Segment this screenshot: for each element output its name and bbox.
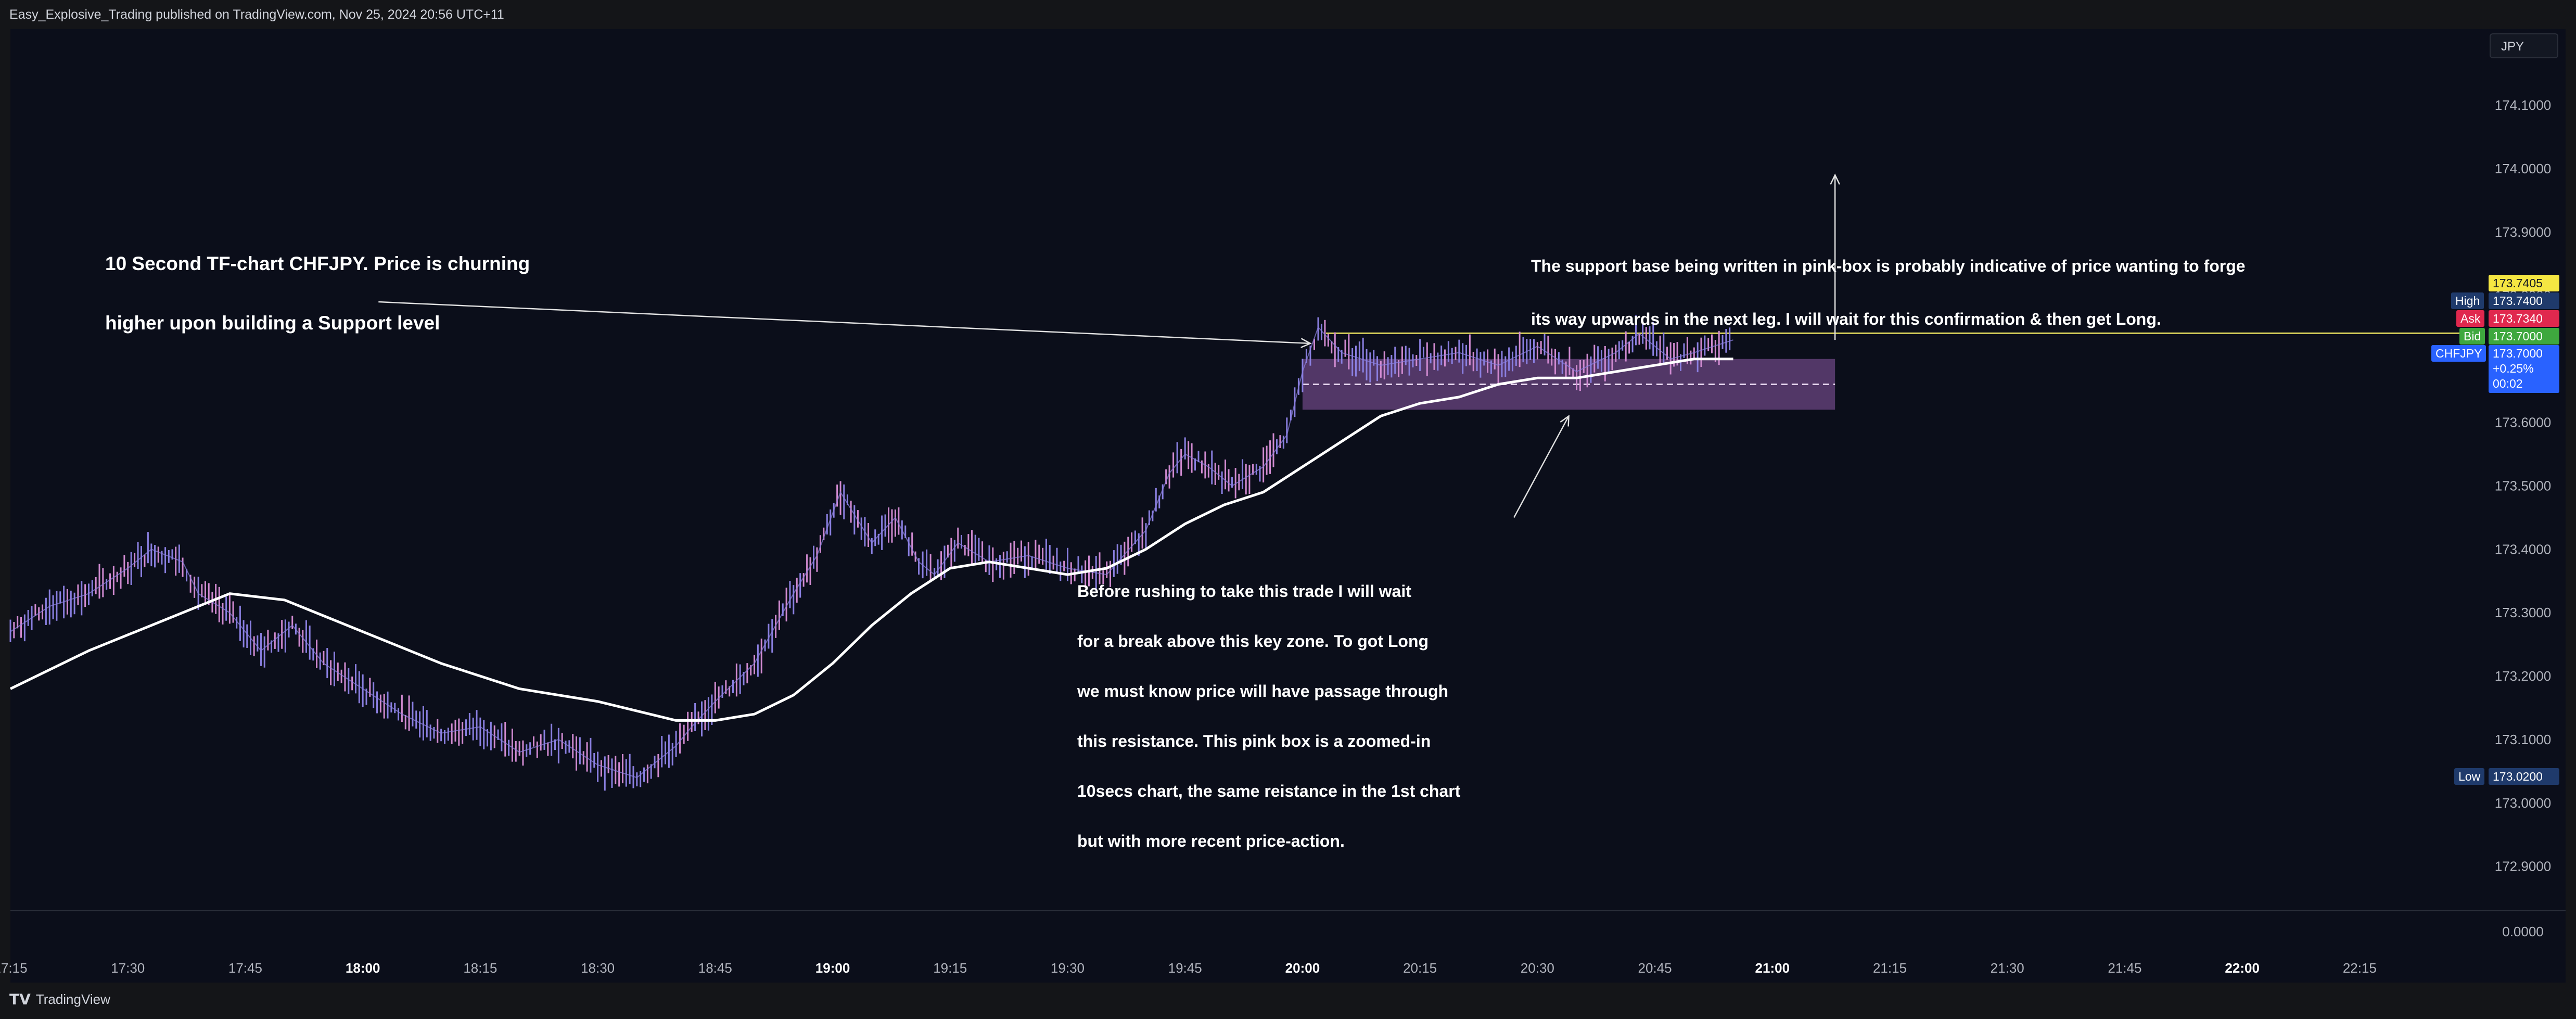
x-tick-label: 19:45	[1168, 960, 1202, 976]
annotation-arrow	[378, 301, 1312, 348]
annotation-bottom: Before rushing to take this trade I will…	[1077, 550, 1460, 866]
symbol-tag: CHFJPY	[2431, 345, 2486, 362]
x-tick-label: 22:15	[2343, 960, 2377, 976]
annotation-top-left: 10 Second TF-chart CHFJPY. Price is chur…	[105, 214, 530, 353]
annotation-line: this resistance. This pink box is a zoom…	[1077, 732, 1431, 750]
high-label-tag: High	[2451, 292, 2484, 309]
publish-info: Easy_Explosive_Trading published on Trad…	[9, 7, 504, 22]
x-tick-label: 17:30	[111, 960, 145, 976]
x-tick-label: 20:45	[1638, 960, 1672, 976]
annotation-line: 10 Second TF-chart CHFJPY. Price is chur…	[105, 253, 530, 274]
tradingview-logo[interactable]: 𝗧𝗩 TradingView	[9, 991, 110, 1008]
x-tick-label: 18:45	[698, 960, 732, 976]
x-tick-label: 18:15	[463, 960, 497, 976]
bid-label-tag: Bid	[2459, 328, 2485, 345]
ask-value-tag: 173.7340	[2489, 310, 2559, 327]
x-tick-label: 21:00	[1755, 960, 1790, 976]
price-series-line	[10, 326, 1733, 779]
currency-selector[interactable]: JPY	[2490, 33, 2558, 58]
bottom-bar	[0, 983, 2576, 1019]
y-tick-label: 173.9000	[2495, 224, 2551, 240]
x-tick-label: 22:00	[2225, 960, 2260, 976]
low-value-tag: 173.0200	[2489, 768, 2559, 785]
x-tick-label: 19:15	[933, 960, 967, 976]
y-tick-label: 174.1000	[2495, 97, 2551, 113]
x-tick-label: 20:30	[1521, 960, 1554, 976]
x-tick-label: 21:45	[2108, 960, 2141, 976]
annotation-line: The support base being written in pink-b…	[1531, 257, 2246, 275]
ask-label-tag: Ask	[2456, 310, 2485, 327]
x-tick-label: 19:00	[815, 960, 850, 976]
annotation-arrow	[1830, 173, 1840, 340]
moving-average-line	[9, 358, 1733, 722]
annotation-line: 10secs chart, the same reistance in the …	[1077, 782, 1461, 800]
high-value-tag: 173.7400	[2489, 292, 2559, 309]
annotation-line: its way upwards in the next leg. I will …	[1531, 310, 2161, 328]
y-tick-label: 173.3000	[2495, 605, 2551, 620]
y-tick-label: 173.6000	[2495, 415, 2551, 430]
price-axis: 174.1000174.0000173.9000173.8000173.7000…	[2495, 97, 2551, 939]
annotation-line: we must know price will have passage thr…	[1077, 682, 1449, 700]
x-tick-label: 18:00	[346, 960, 380, 976]
annotation-line: for a break above this key zone. To got …	[1077, 632, 1429, 651]
x-tick-label: 20:15	[1403, 960, 1437, 976]
annotation-line: but with more recent price-action.	[1077, 832, 1345, 850]
arrow-shaft	[378, 301, 1311, 345]
y-tick-label: 173.4000	[2495, 541, 2551, 557]
y-zero-label: 0.0000	[2502, 924, 2544, 939]
chart-area[interactable]	[10, 29, 2566, 983]
arrow-head	[1830, 173, 1840, 185]
y-tick-label: 173.5000	[2495, 478, 2551, 493]
annotation-top-right: The support base being written in pink-b…	[1531, 222, 2246, 346]
annotation-line: higher upon building a Support level	[105, 312, 440, 334]
time-axis: 17:15 17:30 17:45 18:00 18:15 18:30 18:45 19:00…	[0, 960, 2377, 976]
bar-countdown: 00:02	[2493, 377, 2523, 390]
low-label-tag: Low	[2454, 768, 2485, 785]
top-value-tag: 173.7405	[2489, 275, 2559, 291]
tradingview-logo-icon: 𝗧𝗩	[9, 991, 31, 1008]
annotation-line: Before rushing to take this trade I will…	[1077, 582, 1411, 601]
x-tick-label: 17:45	[228, 960, 262, 976]
x-tick-label: 21:15	[1873, 960, 1907, 976]
annotation-arrow	[1513, 414, 1570, 518]
price-change: +0.25%	[2493, 362, 2534, 375]
y-tick-label: 173.0000	[2495, 795, 2551, 811]
last-price-value: 173.7000	[2493, 347, 2543, 360]
x-tick-label: 17:15	[0, 960, 28, 976]
annotation-arrows	[378, 173, 1840, 518]
tradingview-brand: TradingView	[35, 991, 110, 1007]
x-tick-label: 19:30	[1051, 960, 1085, 976]
x-tick-label: 18:30	[581, 960, 615, 976]
y-tick-label: 173.2000	[2495, 668, 2551, 684]
top-bar: Easy_Explosive_Trading published on Trad…	[0, 0, 2576, 29]
bid-value-tag: 173.7000	[2489, 328, 2559, 345]
x-tick-label: 20:00	[1285, 960, 1320, 976]
x-tick-label: 21:30	[1991, 960, 2024, 976]
last-price-block: 173.7000 +0.25% 00:02	[2489, 345, 2559, 393]
y-tick-label: 172.9000	[2495, 859, 2551, 874]
arrow-head	[1560, 414, 1570, 427]
y-tick-label: 174.0000	[2495, 161, 2551, 176]
y-tick-label: 173.1000	[2495, 732, 2551, 747]
arrow-shaft	[1513, 415, 1570, 518]
arrow-head	[1300, 338, 1312, 348]
